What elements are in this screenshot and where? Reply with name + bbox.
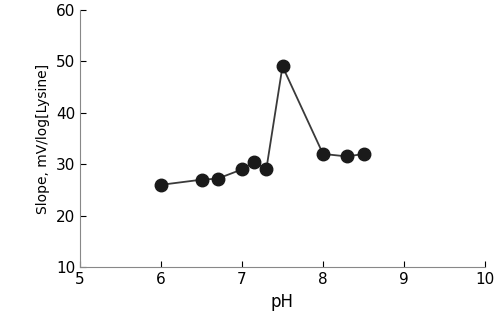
Y-axis label: Slope, mV/log[Lysine]: Slope, mV/log[Lysine] bbox=[36, 63, 50, 213]
X-axis label: pH: pH bbox=[271, 293, 294, 311]
